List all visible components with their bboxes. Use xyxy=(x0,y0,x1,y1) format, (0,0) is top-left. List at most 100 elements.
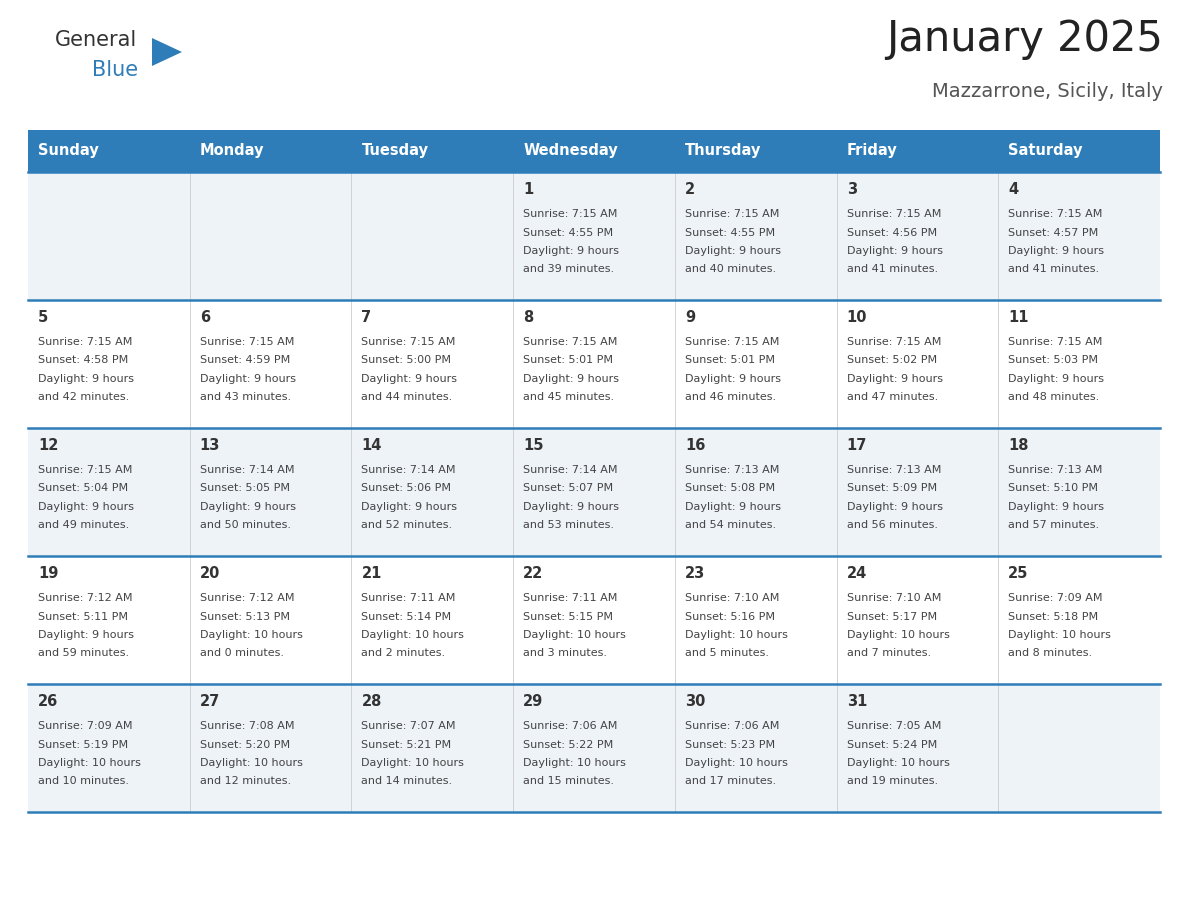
Text: and 57 minutes.: and 57 minutes. xyxy=(1009,521,1099,531)
Text: Sunrise: 7:15 AM: Sunrise: 7:15 AM xyxy=(847,209,941,219)
Text: Sunset: 5:00 PM: Sunset: 5:00 PM xyxy=(361,355,451,365)
Text: Sunrise: 7:10 AM: Sunrise: 7:10 AM xyxy=(684,593,779,603)
Text: 15: 15 xyxy=(523,438,544,453)
Text: Sunrise: 7:06 AM: Sunrise: 7:06 AM xyxy=(523,721,618,731)
Text: Sunrise: 7:07 AM: Sunrise: 7:07 AM xyxy=(361,721,456,731)
Bar xyxy=(352,684,513,812)
Bar xyxy=(675,172,836,300)
Text: Sunset: 5:08 PM: Sunset: 5:08 PM xyxy=(684,484,775,494)
Text: Sunday: Sunday xyxy=(38,143,99,159)
Bar xyxy=(998,130,1159,172)
Text: Daylight: 9 hours: Daylight: 9 hours xyxy=(200,502,296,512)
Text: Sunrise: 7:06 AM: Sunrise: 7:06 AM xyxy=(684,721,779,731)
Text: and 39 minutes.: and 39 minutes. xyxy=(523,264,614,274)
Bar xyxy=(190,556,352,684)
Text: Daylight: 10 hours: Daylight: 10 hours xyxy=(1009,630,1111,640)
Text: Sunrise: 7:13 AM: Sunrise: 7:13 AM xyxy=(684,465,779,475)
Bar xyxy=(675,428,836,556)
Text: January 2025: January 2025 xyxy=(886,18,1163,60)
Bar xyxy=(836,428,998,556)
Text: Daylight: 9 hours: Daylight: 9 hours xyxy=(38,374,134,384)
Bar xyxy=(675,556,836,684)
Bar xyxy=(513,130,675,172)
Bar xyxy=(352,172,513,300)
Text: Sunrise: 7:08 AM: Sunrise: 7:08 AM xyxy=(200,721,295,731)
Bar xyxy=(190,130,352,172)
Text: Sunset: 5:16 PM: Sunset: 5:16 PM xyxy=(684,611,775,621)
Text: Sunset: 4:58 PM: Sunset: 4:58 PM xyxy=(38,355,128,365)
Text: Sunrise: 7:15 AM: Sunrise: 7:15 AM xyxy=(1009,209,1102,219)
Text: and 12 minutes.: and 12 minutes. xyxy=(200,777,291,787)
Bar xyxy=(513,172,675,300)
Text: Sunset: 5:17 PM: Sunset: 5:17 PM xyxy=(847,611,936,621)
Text: Sunset: 5:03 PM: Sunset: 5:03 PM xyxy=(1009,355,1098,365)
Text: and 0 minutes.: and 0 minutes. xyxy=(200,648,284,658)
Text: 9: 9 xyxy=(684,310,695,325)
Text: Sunrise: 7:14 AM: Sunrise: 7:14 AM xyxy=(361,465,456,475)
Text: and 2 minutes.: and 2 minutes. xyxy=(361,648,446,658)
Text: 16: 16 xyxy=(684,438,706,453)
Text: and 48 minutes.: and 48 minutes. xyxy=(1009,393,1100,402)
Bar xyxy=(513,300,675,428)
Text: and 7 minutes.: and 7 minutes. xyxy=(847,648,930,658)
Bar xyxy=(998,300,1159,428)
Text: 28: 28 xyxy=(361,694,381,709)
Text: and 17 minutes.: and 17 minutes. xyxy=(684,777,776,787)
Text: Sunset: 5:21 PM: Sunset: 5:21 PM xyxy=(361,740,451,749)
Text: and 47 minutes.: and 47 minutes. xyxy=(847,393,937,402)
Text: 29: 29 xyxy=(523,694,543,709)
Text: Sunrise: 7:09 AM: Sunrise: 7:09 AM xyxy=(38,721,133,731)
Bar xyxy=(29,130,190,172)
Text: Sunrise: 7:10 AM: Sunrise: 7:10 AM xyxy=(847,593,941,603)
Text: 21: 21 xyxy=(361,566,381,581)
Text: Daylight: 9 hours: Daylight: 9 hours xyxy=(38,630,134,640)
Text: Sunrise: 7:15 AM: Sunrise: 7:15 AM xyxy=(38,465,132,475)
Text: and 19 minutes.: and 19 minutes. xyxy=(847,777,937,787)
Text: Saturday: Saturday xyxy=(1009,143,1082,159)
Text: Sunrise: 7:15 AM: Sunrise: 7:15 AM xyxy=(684,337,779,347)
Text: 17: 17 xyxy=(847,438,867,453)
Text: and 54 minutes.: and 54 minutes. xyxy=(684,521,776,531)
Bar xyxy=(190,428,352,556)
Text: and 56 minutes.: and 56 minutes. xyxy=(847,521,937,531)
Text: Daylight: 10 hours: Daylight: 10 hours xyxy=(200,758,303,768)
Text: and 41 minutes.: and 41 minutes. xyxy=(847,264,937,274)
Text: Sunset: 5:14 PM: Sunset: 5:14 PM xyxy=(361,611,451,621)
Text: Sunrise: 7:15 AM: Sunrise: 7:15 AM xyxy=(361,337,456,347)
Text: 11: 11 xyxy=(1009,310,1029,325)
Text: Daylight: 9 hours: Daylight: 9 hours xyxy=(684,502,781,512)
Text: Blue: Blue xyxy=(91,60,138,80)
Text: Daylight: 9 hours: Daylight: 9 hours xyxy=(847,502,942,512)
Bar xyxy=(675,300,836,428)
Bar xyxy=(513,556,675,684)
Text: Daylight: 9 hours: Daylight: 9 hours xyxy=(1009,374,1105,384)
Text: and 50 minutes.: and 50 minutes. xyxy=(200,521,291,531)
Text: Sunset: 5:18 PM: Sunset: 5:18 PM xyxy=(1009,611,1099,621)
Text: Sunrise: 7:15 AM: Sunrise: 7:15 AM xyxy=(1009,337,1102,347)
Text: General: General xyxy=(55,30,138,50)
Text: Daylight: 10 hours: Daylight: 10 hours xyxy=(523,758,626,768)
Text: Sunset: 5:01 PM: Sunset: 5:01 PM xyxy=(523,355,613,365)
Text: and 53 minutes.: and 53 minutes. xyxy=(523,521,614,531)
Text: 2: 2 xyxy=(684,182,695,197)
Bar xyxy=(190,300,352,428)
Text: Sunrise: 7:11 AM: Sunrise: 7:11 AM xyxy=(523,593,618,603)
Text: and 59 minutes.: and 59 minutes. xyxy=(38,648,129,658)
Text: Sunset: 4:55 PM: Sunset: 4:55 PM xyxy=(684,228,775,238)
Text: 12: 12 xyxy=(38,438,58,453)
Bar xyxy=(836,130,998,172)
Text: Mazzarrone, Sicily, Italy: Mazzarrone, Sicily, Italy xyxy=(933,82,1163,101)
Text: Sunrise: 7:13 AM: Sunrise: 7:13 AM xyxy=(847,465,941,475)
Bar xyxy=(29,300,190,428)
Text: Sunset: 5:13 PM: Sunset: 5:13 PM xyxy=(200,611,290,621)
Text: and 43 minutes.: and 43 minutes. xyxy=(200,393,291,402)
Text: Daylight: 10 hours: Daylight: 10 hours xyxy=(361,758,465,768)
Bar xyxy=(352,300,513,428)
Text: 13: 13 xyxy=(200,438,220,453)
Text: and 46 minutes.: and 46 minutes. xyxy=(684,393,776,402)
Text: 7: 7 xyxy=(361,310,372,325)
Text: Sunrise: 7:13 AM: Sunrise: 7:13 AM xyxy=(1009,465,1102,475)
Text: Sunset: 5:04 PM: Sunset: 5:04 PM xyxy=(38,484,128,494)
Text: 5: 5 xyxy=(38,310,49,325)
Text: Sunset: 5:10 PM: Sunset: 5:10 PM xyxy=(1009,484,1098,494)
